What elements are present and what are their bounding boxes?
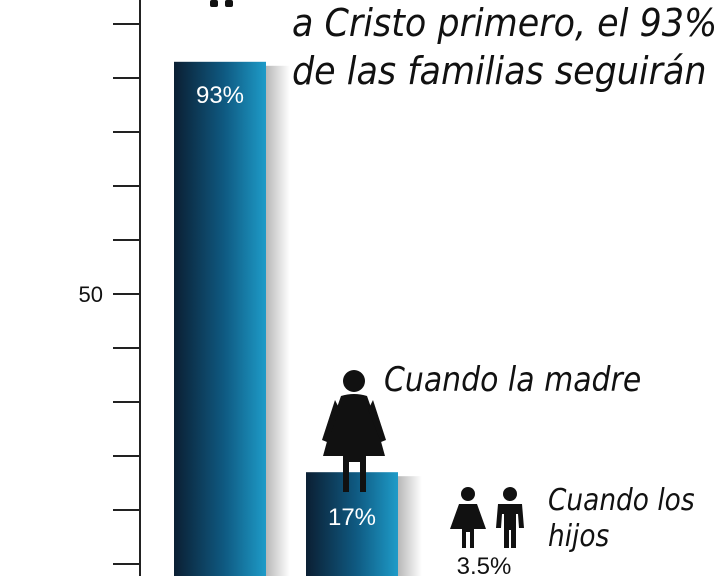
y-ticks: 50 <box>79 23 140 565</box>
woman-icon <box>322 370 386 492</box>
y-tick-label: 50 <box>79 282 103 307</box>
children-annotation-line-1: Cuando los <box>548 482 695 517</box>
bar-value-label: 17% <box>328 504 376 531</box>
bars: 93% 17% 3.5% <box>174 61 512 576</box>
top-annotation-line-2: de las familias seguirán <box>292 49 707 94</box>
children-annotation-line-2: hijos <box>548 518 610 553</box>
bar-value-label: 3.5% <box>457 553 512 576</box>
person-icon <box>210 0 233 7</box>
mother-annotation: Cuando la madre <box>384 359 641 399</box>
girl-icon <box>450 487 486 548</box>
bar-shadow <box>266 65 290 576</box>
bar <box>306 472 398 576</box>
bar-value-label: 93% <box>196 82 244 109</box>
top-annotation-line-1: a Cristo primero, el 93% <box>292 1 717 46</box>
boy-icon <box>496 487 524 548</box>
bar <box>174 61 266 576</box>
bar-shadow <box>398 476 422 576</box>
